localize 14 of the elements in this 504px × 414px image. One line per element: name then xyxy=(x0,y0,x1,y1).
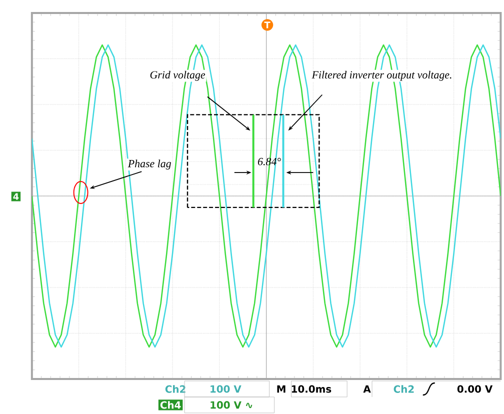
text: Ch2 xyxy=(394,385,414,393)
series-label: Grid voltage xyxy=(150,70,206,81)
text: T xyxy=(264,22,270,28)
text: M xyxy=(277,385,286,393)
text: 10.0ms xyxy=(292,385,332,393)
text: A xyxy=(363,385,371,393)
text: Ch2 xyxy=(165,385,186,393)
text: 0.00 V xyxy=(457,385,493,393)
text: 4 xyxy=(13,193,19,200)
annotation: Phase lag xyxy=(128,160,171,170)
text: Ch4 xyxy=(160,401,181,409)
text: 100 V ∿ xyxy=(210,401,252,409)
text: 100 V xyxy=(210,385,242,393)
series-label: Filtered inverter output voltage. xyxy=(312,70,452,81)
